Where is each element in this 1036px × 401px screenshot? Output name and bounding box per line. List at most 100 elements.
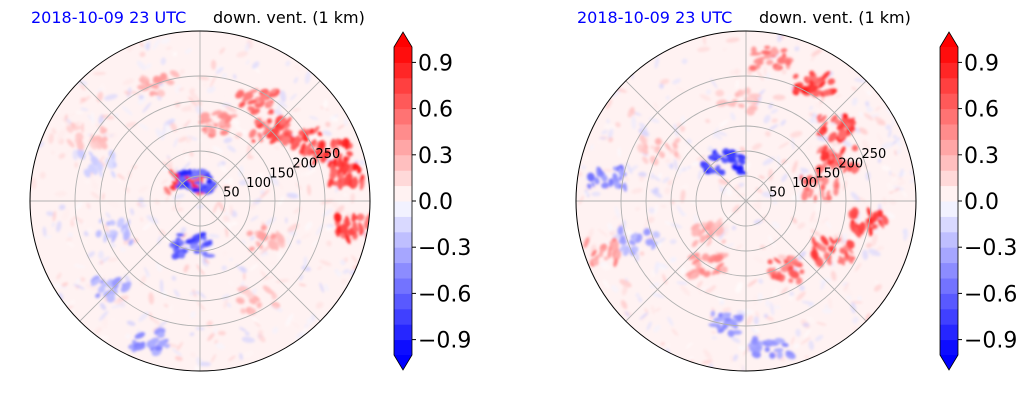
- field-feature: [755, 63, 761, 70]
- field-cell: [711, 336, 718, 340]
- field-feature: [311, 125, 320, 135]
- field-feature: [622, 245, 631, 256]
- field-feature: [157, 331, 165, 339]
- field-feature: [813, 194, 818, 203]
- field-cell: [234, 132, 243, 139]
- field-cell: [796, 190, 802, 204]
- field-feature: [343, 156, 348, 163]
- field-cell: [867, 128, 873, 134]
- field-feature: [359, 178, 365, 191]
- field-cell: [340, 259, 346, 266]
- field-cell: [667, 316, 674, 326]
- field-feature: [201, 235, 207, 241]
- field-cell: [631, 115, 637, 130]
- field-cell: [204, 258, 210, 264]
- field-cell: [230, 221, 238, 226]
- field-cell: [105, 212, 111, 219]
- field-feature: [333, 180, 340, 186]
- field-cell: [649, 282, 660, 289]
- field-cell: [178, 136, 188, 143]
- field-cell: [214, 339, 219, 345]
- field-cell: [56, 272, 62, 280]
- field-cell: [155, 128, 165, 141]
- field-cell: [104, 94, 118, 101]
- field-cell: [664, 186, 671, 195]
- field-cell: [676, 122, 683, 129]
- field-feature: [871, 223, 878, 230]
- field-cell: [67, 232, 73, 239]
- field-cell: [322, 208, 333, 217]
- field-cell: [160, 57, 166, 65]
- field-cell: [730, 336, 741, 344]
- field-feature: [249, 298, 257, 305]
- field-feature: [784, 58, 792, 66]
- field-feature: [201, 127, 207, 132]
- field-cell: [667, 180, 673, 186]
- right-panel: 2018-10-09 23 UTC down. vent. (1 km) 50 1…: [546, 0, 1036, 401]
- field-cell: [699, 94, 711, 101]
- radial-tick-label: 200: [838, 157, 863, 172]
- field-cell: [810, 229, 821, 237]
- field-cell: [783, 163, 790, 168]
- field-feature: [642, 156, 649, 164]
- field-feature: [248, 129, 257, 139]
- field-cell: [732, 354, 739, 362]
- field-cell: [628, 165, 639, 173]
- field-cell: [99, 83, 106, 94]
- field-cell: [635, 253, 640, 262]
- field-cell: [232, 119, 240, 126]
- field-cell: [814, 201, 821, 216]
- field-feature: [328, 179, 334, 186]
- field-feature: [317, 131, 323, 137]
- field-cell: [351, 254, 359, 265]
- field-cell: [794, 46, 800, 52]
- field-cell: [657, 172, 662, 180]
- field-cell: [684, 146, 689, 159]
- field-cell: [644, 220, 649, 228]
- field-cell: [55, 221, 62, 233]
- field-feature: [235, 90, 245, 99]
- field-cell: [121, 105, 133, 116]
- field-cell: [116, 173, 126, 181]
- field-cell: [601, 264, 612, 271]
- field-cell: [653, 188, 658, 193]
- field-feature: [244, 290, 254, 299]
- field-feature: [721, 239, 726, 244]
- field-feature: [819, 115, 827, 123]
- field-feature: [108, 233, 113, 239]
- field-cell: [236, 51, 248, 58]
- field-cell: [100, 335, 109, 340]
- field-cell: [186, 136, 193, 144]
- field-cell: [578, 195, 585, 205]
- field-feature: [240, 308, 247, 314]
- field-feature: [344, 139, 350, 150]
- field-cell: [159, 279, 164, 293]
- field-cell: [888, 170, 892, 176]
- field-cell: [209, 75, 217, 88]
- field-cell: [272, 326, 279, 334]
- field-feature: [748, 65, 758, 72]
- field-cell: [735, 244, 743, 251]
- field-feature: [618, 176, 623, 181]
- field-cell: [265, 216, 277, 226]
- field-cell: [308, 164, 312, 170]
- field-feature: [821, 70, 831, 80]
- field-cell: [221, 72, 228, 79]
- field-cell: [83, 240, 88, 244]
- colorbar-level: [940, 231, 958, 248]
- field-cell: [279, 90, 287, 103]
- field-cell: [73, 264, 86, 269]
- field-feature: [737, 157, 746, 165]
- field-cell: [671, 328, 679, 336]
- field-feature: [791, 260, 801, 265]
- field-feature: [262, 127, 271, 136]
- colorbar-level: [940, 154, 958, 171]
- colorbar-tick-label: −0.6: [418, 282, 471, 307]
- field-cell: [858, 111, 864, 118]
- field-feature: [833, 187, 839, 196]
- field-cell: [102, 223, 110, 233]
- field-cell: [808, 302, 815, 308]
- radial-tick-label: 50: [769, 185, 786, 200]
- field-cell: [42, 226, 47, 237]
- field-feature: [732, 314, 744, 318]
